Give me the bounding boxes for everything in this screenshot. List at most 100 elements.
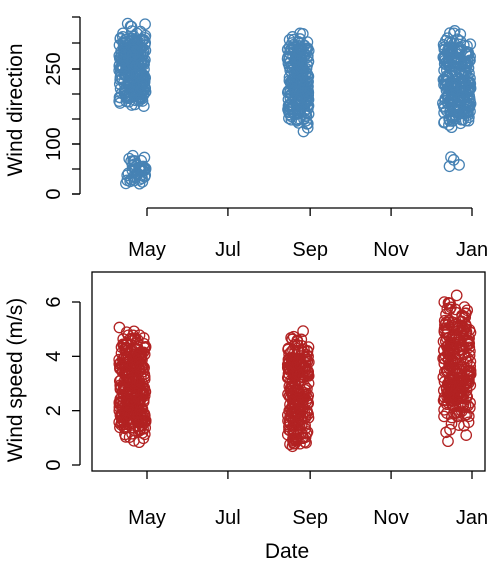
data-point (301, 36, 314, 48)
data-point (447, 78, 460, 91)
data-point (287, 76, 300, 89)
y-tick-label: 2 (43, 405, 65, 416)
data-point (120, 414, 133, 427)
x-tick-label: May (128, 239, 166, 261)
data-point (463, 78, 476, 90)
data-point (116, 54, 129, 67)
data-point (453, 99, 466, 112)
data-point (295, 426, 308, 439)
data-point (117, 338, 129, 351)
data-point (449, 60, 461, 73)
data-point (117, 333, 130, 345)
y-tick-label: 250 (43, 52, 65, 85)
data-point (462, 416, 475, 429)
data-point (137, 70, 150, 83)
data-point (135, 388, 148, 400)
data-point (446, 381, 458, 393)
data-point (282, 361, 295, 374)
data-point (139, 18, 151, 31)
data-point (440, 381, 453, 394)
data-point (444, 423, 456, 436)
data-point (458, 348, 471, 360)
data-point (113, 95, 126, 107)
data-point (446, 340, 458, 353)
y-tick-label: 0 (43, 459, 65, 470)
data-point (301, 363, 313, 375)
data-point (113, 321, 126, 334)
data-point (293, 404, 305, 417)
data-point (462, 98, 474, 111)
x-tick-label: Jul (215, 507, 241, 529)
data-point (139, 163, 152, 176)
data-point (463, 349, 476, 362)
data-point (301, 59, 313, 72)
data-point (302, 377, 315, 390)
data-point (294, 359, 307, 372)
data-point (460, 320, 473, 333)
data-point (438, 325, 451, 338)
data-point (302, 92, 314, 104)
data-point (119, 39, 131, 52)
data-point (438, 102, 451, 114)
data-point (456, 81, 468, 94)
data-point (291, 99, 303, 112)
data-point (285, 74, 298, 87)
data-point (445, 151, 457, 163)
data-point (450, 289, 463, 302)
x-tick-label: May (128, 507, 166, 529)
data-point (300, 407, 313, 419)
data-point (129, 332, 142, 345)
data-point (123, 90, 135, 102)
data-point (123, 431, 136, 443)
data-point (287, 419, 300, 432)
data-point (292, 383, 304, 396)
data-point (113, 91, 126, 104)
data-point (446, 47, 459, 60)
data-point (114, 362, 126, 375)
data-point (300, 353, 313, 366)
data-point (121, 375, 134, 388)
data-point (460, 429, 473, 441)
data-point (123, 152, 136, 165)
x-tick-label: Jan (456, 507, 488, 529)
data-point (282, 101, 295, 113)
data-point (451, 358, 464, 371)
data-point (443, 160, 456, 173)
x-tick-label: Sep (292, 507, 328, 529)
data-point (438, 54, 451, 67)
data-point (284, 92, 297, 105)
data-point (450, 110, 462, 122)
data-point (113, 416, 126, 429)
data-point (438, 410, 450, 423)
data-point (134, 416, 147, 429)
data-point (137, 33, 150, 46)
data-point (439, 350, 452, 363)
data-point (124, 394, 137, 407)
y-tick-label: 0 (43, 188, 65, 199)
data-point (445, 46, 458, 58)
x-tick-label: Nov (373, 239, 409, 261)
data-point (118, 67, 131, 80)
data-point (464, 364, 477, 377)
data-point (449, 303, 462, 316)
data-point (133, 436, 146, 449)
data-point (295, 333, 308, 346)
data-point (456, 59, 469, 72)
data-point (127, 59, 140, 71)
y-axis: 0 2 4 6 (43, 296, 81, 471)
data-point (138, 370, 151, 383)
data-point (301, 118, 313, 130)
data-point (130, 360, 143, 373)
data-point (137, 332, 150, 344)
wind-direction-panel: 0 100 250 Wind direction May Jul Sep Nov Jan (4, 16, 488, 261)
data-point (295, 339, 308, 352)
points-group (113, 17, 477, 190)
data-point (122, 408, 135, 421)
data-point (439, 79, 452, 91)
data-point (463, 82, 476, 95)
data-point (120, 393, 133, 405)
data-point (462, 410, 475, 423)
data-point (122, 399, 135, 412)
data-point (138, 409, 151, 422)
